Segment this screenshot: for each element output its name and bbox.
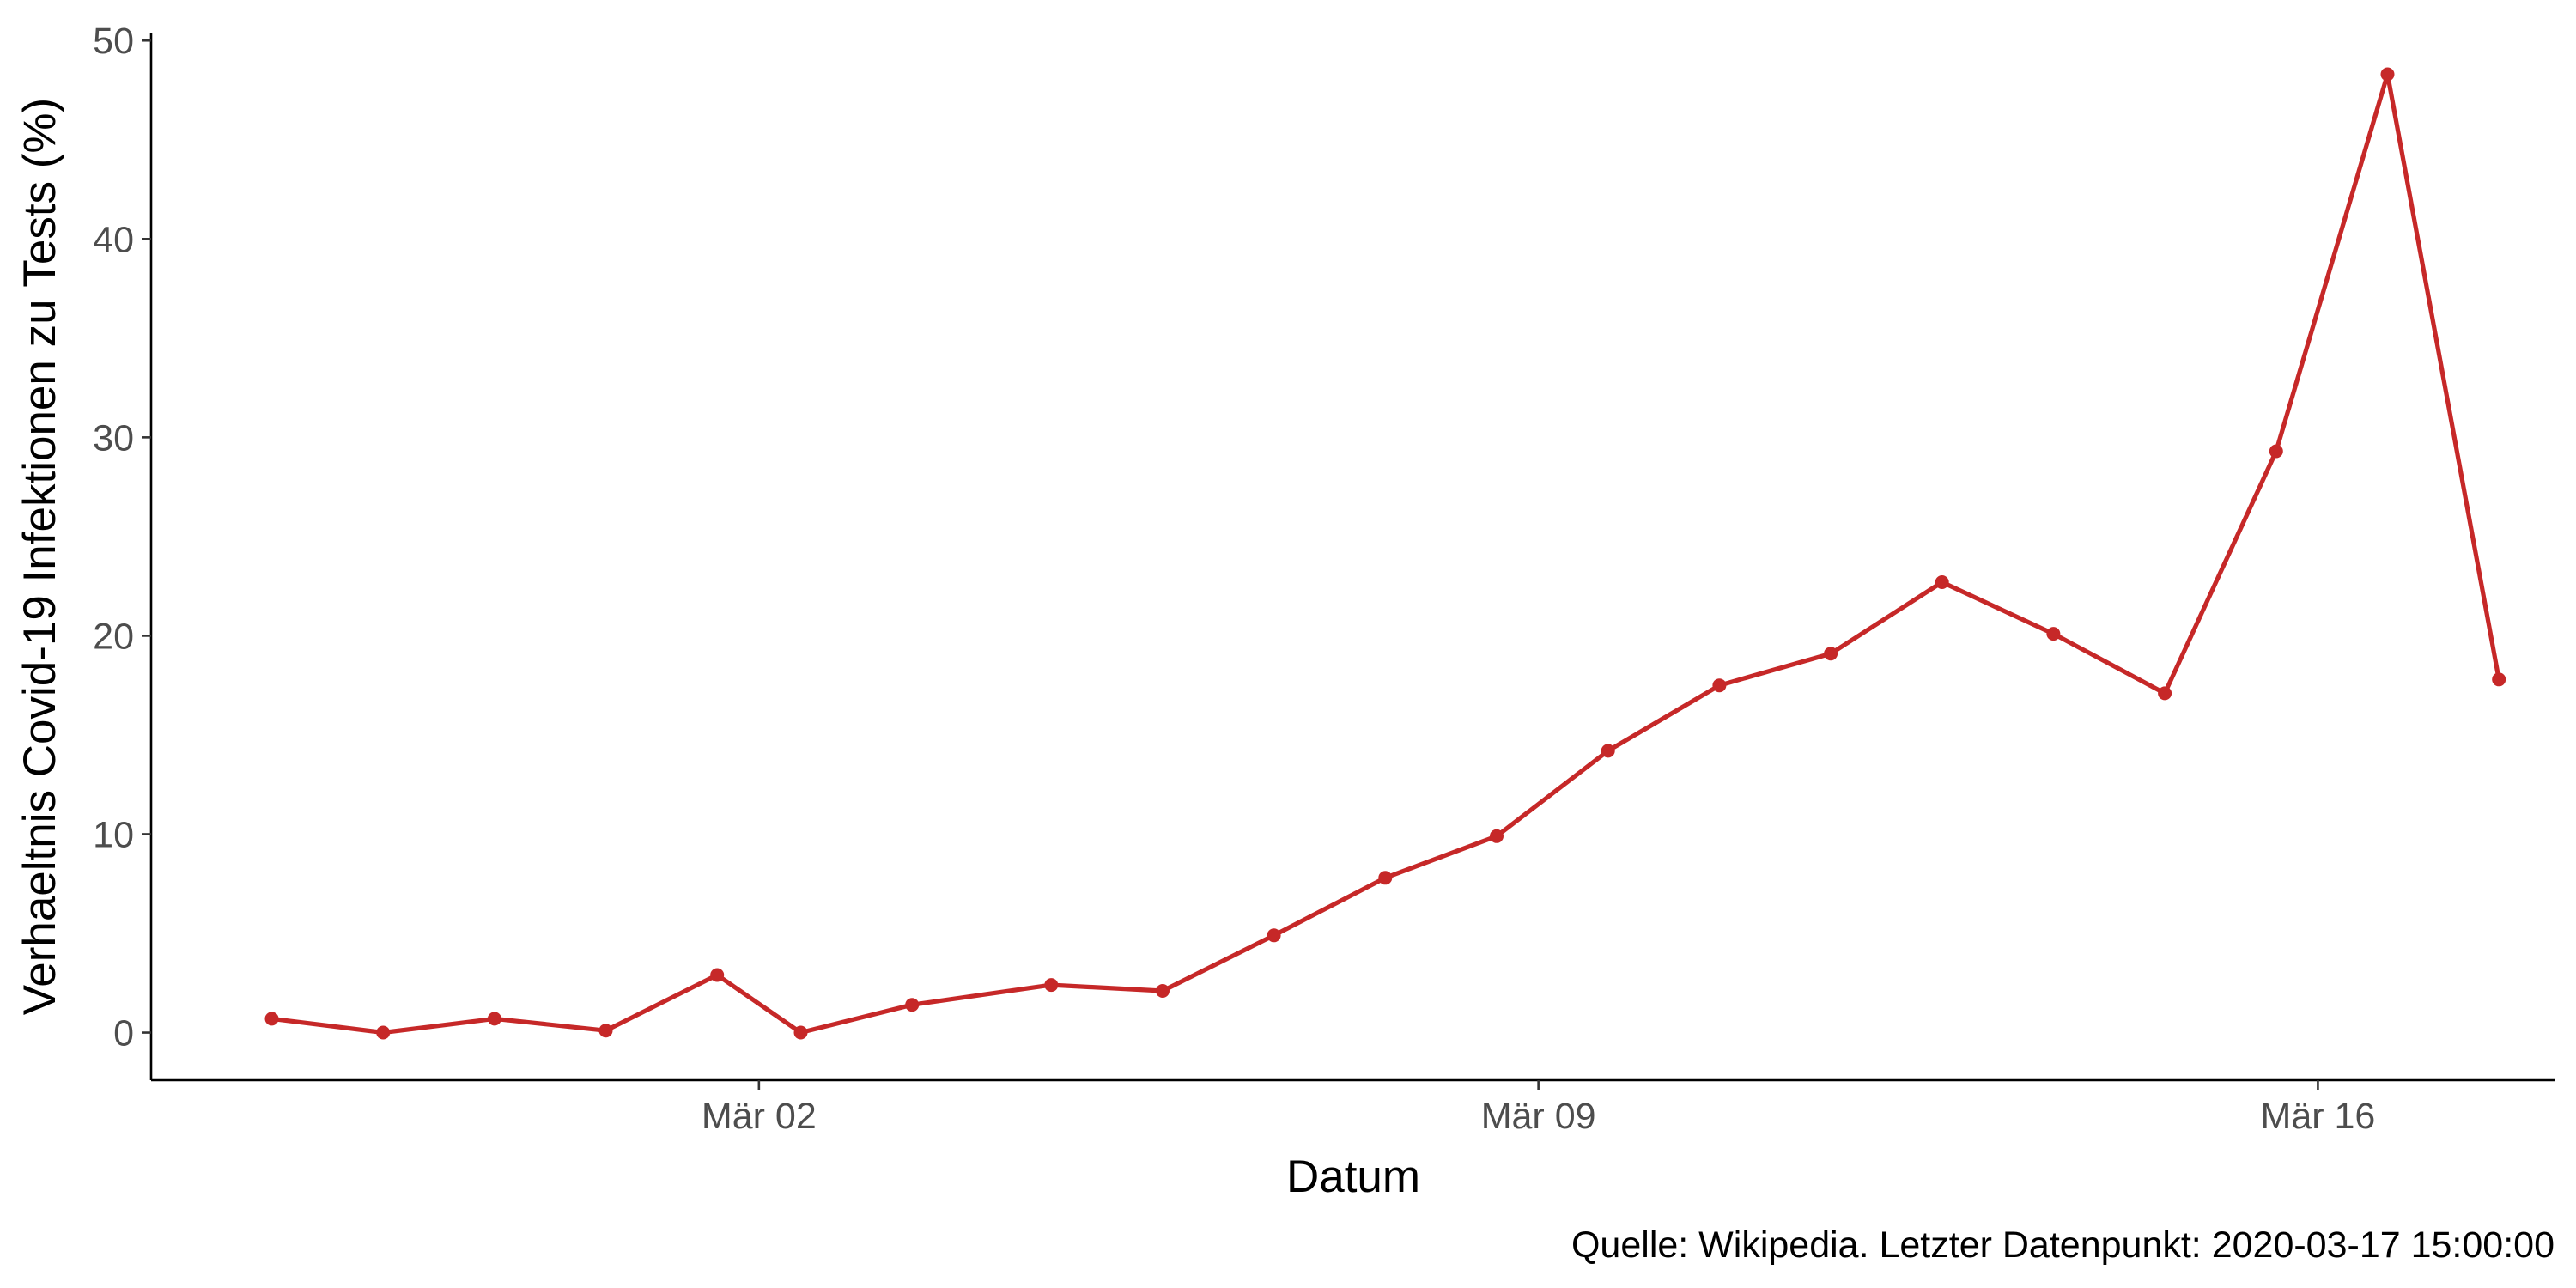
data-point [2380,67,2395,82]
y-axis-title: Verhaeltnis Covid-19 Infektionen zu Test… [15,98,65,1015]
y-tick-label: 30 [93,417,134,459]
chart-caption: Quelle: Wikipedia. Letzter Datenpunkt: 2… [1571,1224,2555,1266]
y-axis-ticks: 0 10 20 30 40 50 [93,21,151,1054]
data-point [1824,647,1838,661]
data-point [2046,627,2061,641]
x-tick-label: Mär 02 [702,1096,817,1137]
data-point [1378,871,1393,885]
data-point [264,1012,279,1026]
y-tick-label: 40 [93,219,134,260]
x-tick-label: Mär 09 [1481,1096,1596,1137]
y-tick-label: 0 [113,1013,134,1054]
data-point [487,1012,501,1026]
data-point [2158,686,2172,701]
data-point [1935,575,1949,589]
data-point [710,968,725,982]
x-tick-label: Mär 16 [2261,1096,2376,1137]
y-tick-label: 50 [93,21,134,62]
data-point [793,1025,808,1040]
data-point [598,1024,613,1038]
data-point [1490,829,1504,843]
data-point [1156,984,1170,998]
y-tick-label: 10 [93,814,134,855]
plot-area [264,67,2506,1040]
x-axis-title: Datum [1286,1151,1420,1202]
data-point [1712,678,1727,693]
y-tick-label: 20 [93,616,134,657]
data-point [1601,744,1615,758]
data-point [905,998,920,1012]
x-axis-ticks: Mär 02 Mär 09 Mär 16 [702,1080,2375,1137]
data-point [1267,928,1281,943]
data-point [1044,978,1059,993]
data-point [2492,672,2506,687]
data-point [376,1025,391,1040]
data-point [2269,444,2283,459]
series-line [269,71,2501,1036]
